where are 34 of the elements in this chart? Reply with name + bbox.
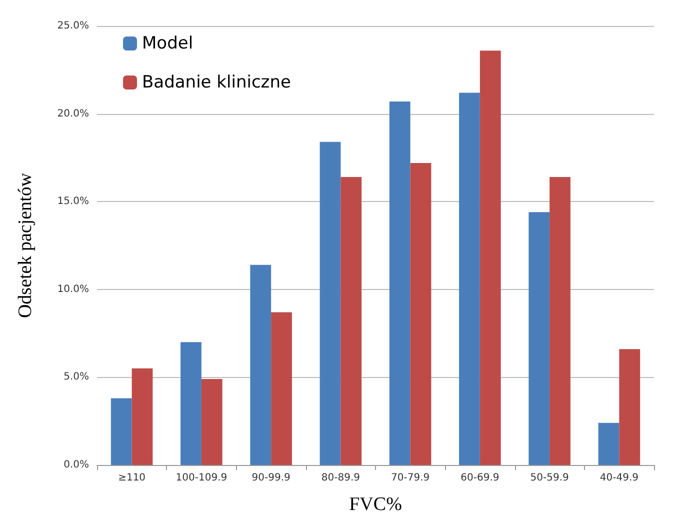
x-axis-title: FVC% — [349, 494, 402, 515]
bar — [180, 342, 202, 465]
bar — [132, 368, 153, 465]
bar — [480, 50, 501, 465]
x-tick-label: ≥110 — [118, 472, 146, 484]
y-tick-label: 25.0% — [57, 20, 89, 32]
bar — [201, 378, 222, 465]
legend-label: Model — [142, 34, 194, 54]
y-tick-label: 0.0% — [64, 460, 89, 470]
bar — [598, 422, 620, 465]
x-tick-label: 60-69.9 — [460, 472, 500, 484]
x-tick-label: 50-59.9 — [530, 472, 569, 484]
bar — [619, 349, 640, 465]
y-axis-title: Odsetek pacjentów — [15, 172, 36, 318]
bar — [110, 398, 132, 465]
x-tick-label: 80-89.9 — [321, 472, 360, 484]
bar — [410, 162, 432, 465]
bar — [320, 142, 341, 465]
x-tick-label: 100-109.9 — [176, 472, 228, 484]
bar — [340, 177, 362, 465]
x-tick-label: 40-49.9 — [600, 472, 638, 484]
bar — [550, 177, 570, 465]
bar — [389, 102, 410, 465]
bar — [271, 312, 292, 465]
y-tick-label: 10.0% — [57, 284, 89, 295]
bar — [459, 92, 480, 465]
x-tick-label: 70-79.9 — [391, 472, 430, 484]
bar — [250, 264, 272, 465]
y-tick-label: 20.0% — [57, 108, 89, 120]
y-tick-label: 5.0% — [64, 372, 89, 383]
bar — [528, 212, 550, 465]
y-tick-label: 15.0% — [57, 196, 89, 208]
x-tick-label: 90-99.9 — [252, 472, 290, 484]
legend-label: Badanie kliniczne — [142, 72, 291, 92]
